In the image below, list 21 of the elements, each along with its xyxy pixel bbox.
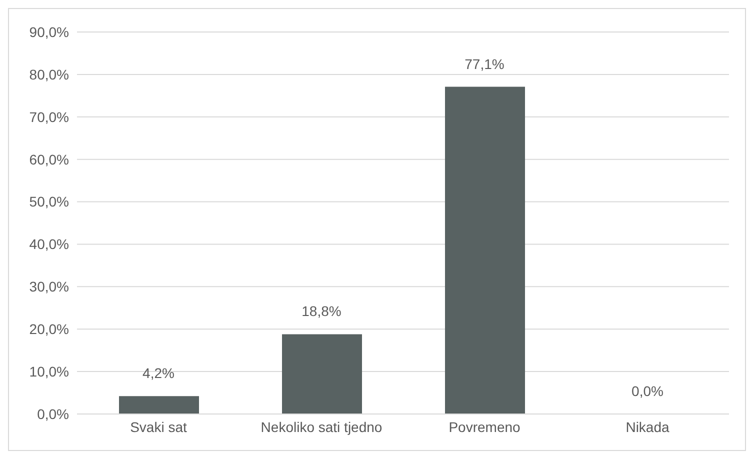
x-tick-label: Povremeno (448, 418, 521, 435)
data-label: 4,2% (142, 365, 174, 382)
y-tick-label: 20,0% (29, 321, 69, 338)
y-tick-label: 90,0% (29, 24, 69, 40)
y-tick-label: 30,0% (29, 278, 69, 295)
x-tick-label: Nekoliko sati tjedno (260, 418, 382, 435)
x-tick-label: Nikada (626, 418, 670, 435)
bar (445, 86, 525, 414)
bar (119, 396, 199, 414)
data-label: 77,1% (464, 56, 504, 72)
data-label: 18,8% (302, 303, 342, 320)
y-tick-label: 60,0% (29, 151, 69, 168)
y-tick-label: 10,0% (29, 364, 69, 380)
y-tick-label: 0,0% (37, 406, 69, 422)
bar (282, 334, 362, 414)
y-tick-label: 80,0% (29, 66, 69, 82)
y-tick-label: 40,0% (29, 236, 69, 252)
y-tick-label: 50,0% (29, 194, 69, 210)
x-tick-label: Svaki sat (130, 418, 188, 435)
data-label: 0,0% (632, 383, 664, 399)
y-tick-label: 70,0% (29, 108, 69, 125)
